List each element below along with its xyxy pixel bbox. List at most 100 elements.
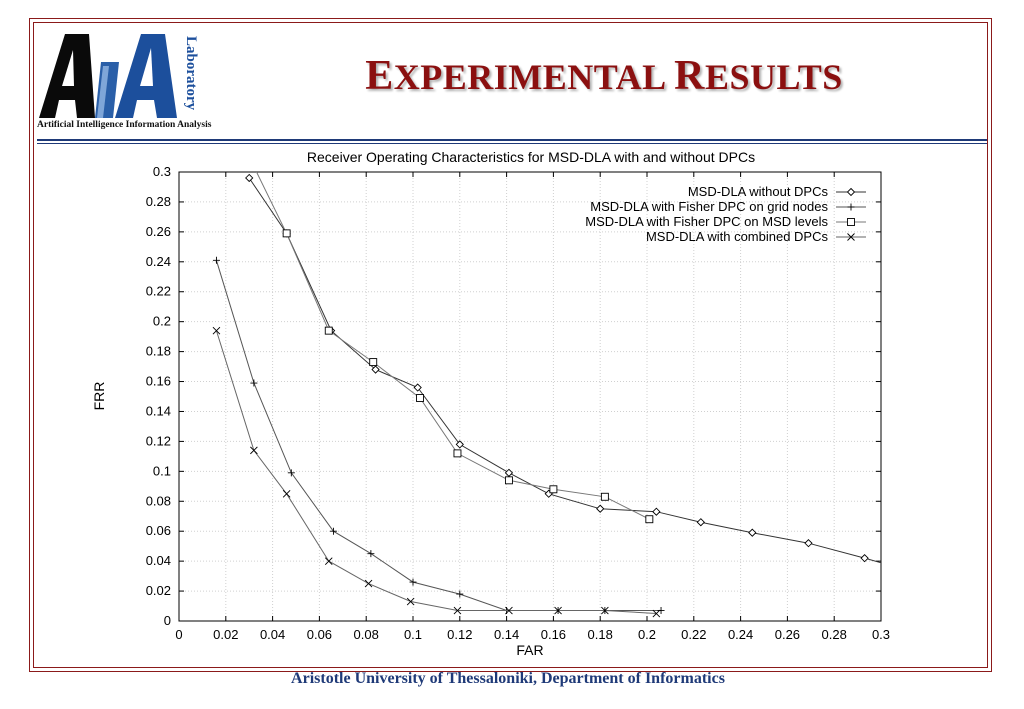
data-point-cross bbox=[250, 446, 258, 455]
y-tick-label: 0.18 bbox=[146, 344, 171, 359]
data-point-diamond bbox=[860, 554, 869, 563]
data-point-diamond bbox=[371, 365, 380, 374]
x-tick-label: 0.24 bbox=[728, 627, 753, 642]
x-tick-label: 0.2 bbox=[638, 627, 656, 642]
data-point-cross bbox=[324, 557, 333, 565]
x-tick-label: 0.3 bbox=[872, 627, 890, 642]
series-4 bbox=[212, 326, 661, 618]
x-tick-label: 0.18 bbox=[588, 627, 613, 642]
y-tick-label: 0.02 bbox=[146, 583, 171, 598]
series-line bbox=[255, 172, 650, 520]
slide-frame-inner bbox=[33, 22, 988, 668]
chart-title: Receiver Operating Characteristics for M… bbox=[307, 149, 755, 165]
slide-title-initial: E bbox=[365, 53, 394, 99]
data-point-plus bbox=[250, 379, 258, 387]
y-tick-label: 0.2 bbox=[153, 314, 171, 329]
data-point-cross bbox=[282, 489, 291, 498]
data-point-diamond bbox=[652, 507, 661, 516]
x-tick-label: 0.04 bbox=[260, 627, 285, 642]
y-tick-label: 0.26 bbox=[146, 224, 171, 239]
logo-letter-a1 bbox=[39, 34, 95, 118]
data-point-plus bbox=[367, 550, 375, 558]
data-point-plus bbox=[212, 256, 220, 264]
aiia-laboratory-logo: Laboratory bbox=[39, 34, 199, 118]
data-point-square bbox=[282, 229, 291, 238]
y-tick-label: 0.24 bbox=[146, 254, 171, 269]
slide-title-rest: XPERIMENTAL bbox=[393, 57, 665, 97]
x-tick-label: 0.06 bbox=[307, 627, 332, 642]
legend-label: MSD-DLA with Fisher DPC on MSD levels bbox=[585, 214, 828, 229]
data-point-diamond bbox=[596, 504, 605, 513]
data-point-plus bbox=[287, 469, 295, 477]
y-tick-label: 0.12 bbox=[146, 433, 171, 448]
data-point-square bbox=[549, 485, 558, 494]
data-point-square bbox=[453, 449, 462, 458]
logo-letter-i bbox=[95, 62, 119, 118]
data-point-diamond bbox=[413, 383, 422, 392]
slide-title-rest: ESULTS bbox=[704, 57, 843, 97]
slide-title-initial: R bbox=[674, 53, 705, 99]
y-tick-label: 0.04 bbox=[146, 553, 171, 568]
data-point-diamond bbox=[748, 528, 757, 537]
legend-label: MSD-DLA with combined DPCs bbox=[646, 229, 829, 244]
legend-label: MSD-DLA without DPCs bbox=[688, 184, 829, 199]
y-tick-label: 0.22 bbox=[146, 284, 171, 299]
x-tick-label: 0.14 bbox=[494, 627, 519, 642]
series-line bbox=[215, 330, 657, 614]
data-point-square bbox=[246, 154, 253, 161]
data-point-diamond bbox=[245, 173, 254, 183]
legend-marker-diamond bbox=[846, 187, 856, 197]
data-point-cross bbox=[453, 606, 462, 615]
data-point-diamond bbox=[804, 539, 813, 548]
x-tick-label: 0.08 bbox=[354, 627, 379, 642]
series-3 bbox=[246, 154, 654, 524]
data-point-diamond bbox=[696, 518, 705, 527]
logo-letter-a2 bbox=[115, 34, 177, 118]
slide-frame-outer bbox=[29, 18, 992, 672]
header-rule-thin bbox=[37, 143, 987, 144]
plot-area-border bbox=[178, 171, 882, 622]
data-point-plus bbox=[409, 578, 417, 586]
chart-ticks: 0 0.02 0.04 0.06 0.08 0.1 0.12 0.14 0.16 0.18 0.2 0… bbox=[146, 164, 890, 642]
data-point-cross bbox=[652, 609, 661, 618]
slide-title: EXPERIMENTAL RESULTS bbox=[230, 52, 978, 100]
header-rule-thick bbox=[37, 139, 987, 141]
y-tick-label: 0.28 bbox=[146, 194, 171, 209]
data-point-square bbox=[600, 492, 609, 501]
data-point-square bbox=[369, 358, 378, 367]
y-tick-label: 0.06 bbox=[146, 523, 171, 538]
logo-laboratory-text: Laboratory bbox=[183, 36, 199, 111]
data-point-plus bbox=[657, 607, 665, 615]
y-tick-label: 0.14 bbox=[146, 403, 171, 418]
data-point-square bbox=[645, 515, 654, 524]
data-point-diamond bbox=[504, 468, 514, 477]
data-point-diamond bbox=[455, 440, 464, 449]
series-line bbox=[215, 260, 661, 611]
data-point-square bbox=[416, 394, 424, 402]
data-point-diamond bbox=[882, 561, 889, 568]
x-tick-label: 0.22 bbox=[681, 627, 706, 642]
y-tick-label: 0.08 bbox=[146, 493, 171, 508]
y-tick-label: 0.1 bbox=[153, 463, 171, 478]
x-axis-label: FAR bbox=[516, 642, 543, 658]
chart-series bbox=[212, 154, 889, 618]
data-point-cross bbox=[554, 606, 562, 615]
legend-marker-plus bbox=[847, 203, 855, 211]
y-axis-label: FRR bbox=[91, 382, 107, 411]
x-tick-label: 0.1 bbox=[404, 627, 422, 642]
x-tick-label: 0 bbox=[175, 627, 182, 642]
data-point-square bbox=[324, 326, 333, 335]
y-tick-label: 0.16 bbox=[146, 374, 171, 389]
data-point-cross bbox=[601, 606, 609, 615]
logo-caption: Artificial Intelligence Information Anal… bbox=[37, 120, 212, 130]
data-point-cross bbox=[406, 597, 415, 606]
series-2 bbox=[212, 256, 665, 615]
data-point-cross bbox=[364, 579, 373, 588]
legend-label: MSD-DLA with Fisher DPC on grid nodes bbox=[590, 199, 828, 214]
legend-marker-cross bbox=[847, 233, 855, 241]
legend-marker-square bbox=[847, 218, 855, 226]
y-tick-label: 0 bbox=[164, 613, 171, 628]
x-tick-label: 0.26 bbox=[775, 627, 800, 642]
